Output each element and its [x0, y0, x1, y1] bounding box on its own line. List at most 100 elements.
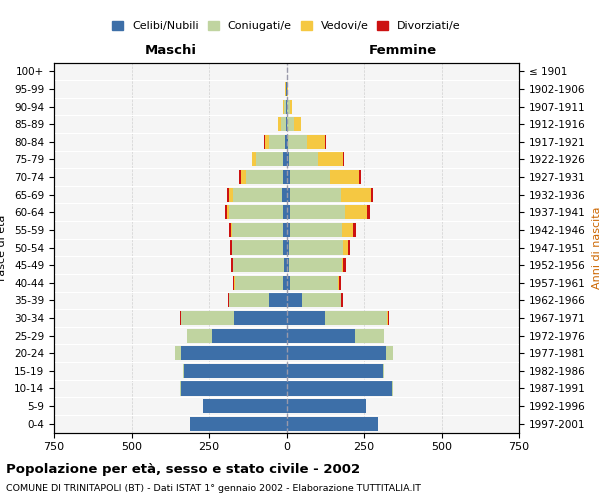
Bar	[181, 311, 234, 325]
Bar	[287, 100, 290, 114]
Bar	[287, 346, 386, 360]
Bar	[290, 276, 338, 290]
Bar	[289, 258, 341, 272]
Bar	[283, 170, 287, 184]
Bar	[289, 240, 343, 254]
Bar	[287, 152, 289, 166]
Bar	[175, 346, 181, 360]
Bar	[290, 100, 292, 114]
Text: Popolazione per età, sesso e stato civile - 2002: Popolazione per età, sesso e stato civil…	[6, 462, 360, 475]
Bar	[234, 311, 287, 325]
Bar	[203, 399, 287, 413]
Bar	[341, 188, 371, 202]
Bar	[371, 188, 373, 202]
Bar	[287, 117, 293, 131]
Bar	[353, 223, 356, 237]
Bar	[287, 223, 290, 237]
Bar	[286, 117, 287, 131]
Bar	[290, 223, 342, 237]
Bar	[341, 258, 343, 272]
Bar	[256, 152, 283, 166]
Bar	[245, 170, 283, 184]
Bar	[287, 382, 392, 396]
Bar	[392, 382, 393, 396]
Bar	[241, 170, 245, 184]
Bar	[233, 258, 284, 272]
Bar	[342, 223, 353, 237]
Bar	[343, 152, 344, 166]
Bar	[341, 294, 343, 308]
Y-axis label: Fasce di età: Fasce di età	[0, 214, 7, 280]
Y-axis label: Anni di nascita: Anni di nascita	[592, 206, 600, 289]
Bar	[287, 416, 378, 430]
Bar	[282, 188, 287, 202]
Bar	[302, 294, 341, 308]
Legend: Celibi/Nubili, Coniugati/e, Vedovi/e, Divorziati/e: Celibi/Nubili, Coniugati/e, Vedovi/e, Di…	[107, 16, 466, 36]
Bar	[233, 188, 282, 202]
Text: Femmine: Femmine	[368, 44, 437, 57]
Bar	[359, 170, 361, 184]
Bar	[339, 276, 341, 290]
Bar	[233, 276, 235, 290]
Bar	[284, 258, 287, 272]
Bar	[290, 205, 346, 220]
Bar	[184, 364, 287, 378]
Bar	[253, 152, 256, 166]
Bar	[338, 276, 339, 290]
Bar	[278, 117, 281, 131]
Bar	[287, 294, 302, 308]
Bar	[290, 170, 330, 184]
Text: COMUNE DI TRINITAPOLI (BT) - Dati ISTAT 1° gennaio 2002 - Elaborazione TUTTITALI: COMUNE DI TRINITAPOLI (BT) - Dati ISTAT …	[6, 484, 421, 493]
Bar	[283, 223, 287, 237]
Bar	[283, 276, 287, 290]
Bar	[307, 134, 325, 149]
Bar	[289, 152, 319, 166]
Bar	[181, 382, 287, 396]
Bar	[330, 170, 359, 184]
Bar	[286, 100, 287, 114]
Bar	[269, 294, 287, 308]
Bar	[181, 346, 287, 360]
Bar	[386, 346, 392, 360]
Bar	[293, 117, 301, 131]
Bar	[287, 134, 288, 149]
Bar	[230, 240, 232, 254]
Bar	[229, 223, 232, 237]
Bar	[287, 399, 365, 413]
Bar	[265, 134, 269, 149]
Bar	[229, 205, 283, 220]
Bar	[235, 276, 283, 290]
Bar	[287, 311, 325, 325]
Bar	[283, 205, 287, 220]
Bar	[287, 258, 289, 272]
Bar	[348, 240, 350, 254]
Bar	[252, 152, 253, 166]
Bar	[287, 328, 355, 342]
Bar	[187, 328, 212, 342]
Bar	[387, 311, 388, 325]
Bar	[229, 294, 269, 308]
Bar	[388, 311, 389, 325]
Bar	[283, 152, 287, 166]
Bar	[227, 205, 229, 220]
Bar	[283, 100, 284, 114]
Bar	[212, 328, 287, 342]
Bar	[190, 416, 287, 430]
Bar	[239, 170, 241, 184]
Bar	[287, 240, 289, 254]
Bar	[355, 328, 384, 342]
Bar	[367, 205, 370, 220]
Bar	[287, 364, 383, 378]
Bar	[232, 223, 283, 237]
Bar	[287, 82, 289, 96]
Bar	[269, 134, 285, 149]
Bar	[287, 188, 290, 202]
Bar	[180, 311, 181, 325]
Bar	[231, 258, 233, 272]
Bar	[319, 152, 343, 166]
Bar	[229, 188, 233, 202]
Bar	[283, 240, 287, 254]
Bar	[290, 188, 341, 202]
Bar	[285, 134, 287, 149]
Bar	[180, 382, 181, 396]
